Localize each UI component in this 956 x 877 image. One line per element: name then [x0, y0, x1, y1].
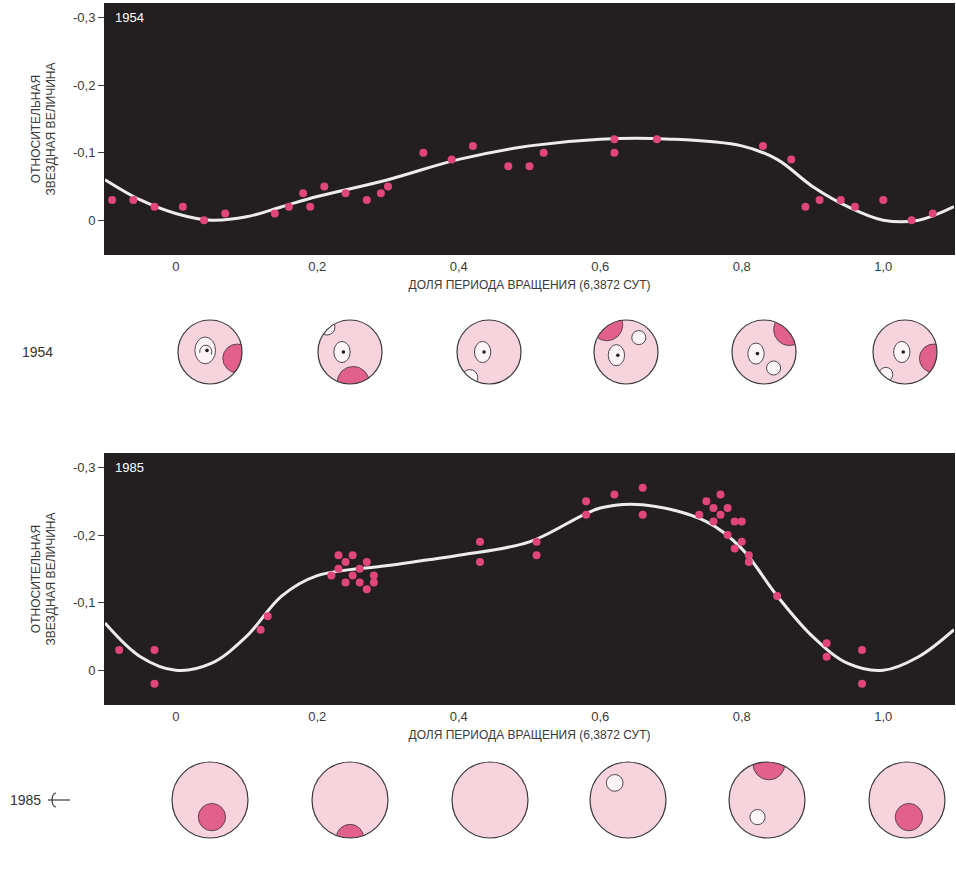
svg-text:1985: 1985 [10, 792, 41, 808]
svg-text:ОТНОСИТЕЛЬНАЯЗВЕЗДНАЯ ВЕЛИЧИНА: ОТНОСИТЕЛЬНАЯЗВЕЗДНАЯ ВЕЛИЧИНА [29, 63, 59, 196]
svg-text:0,2: 0,2 [308, 259, 326, 274]
svg-text:-0,3: -0,3 [73, 10, 95, 25]
svg-text:-0,2: -0,2 [73, 528, 95, 543]
svg-text:0: 0 [88, 663, 95, 678]
svg-text:-0,3: -0,3 [73, 460, 95, 475]
svg-text:ОТНОСИТЕЛЬНАЯЗВЕЗДНАЯ ВЕЛИЧИНА: ОТНОСИТЕЛЬНАЯЗВЕЗДНАЯ ВЕЛИЧИНА [29, 513, 59, 646]
svg-text:0: 0 [172, 259, 179, 274]
svg-text:ДОЛЯ ПЕРИОДА ВРАЩЕНИЯ (6,3872: ДОЛЯ ПЕРИОДА ВРАЩЕНИЯ (6,3872 СУТ) [409, 278, 651, 292]
svg-text:1954: 1954 [22, 344, 53, 360]
svg-text:1,0: 1,0 [874, 259, 892, 274]
svg-text:0: 0 [172, 709, 179, 724]
svg-text:0,4: 0,4 [450, 709, 468, 724]
svg-text:-0,1: -0,1 [73, 145, 95, 160]
svg-text:0: 0 [88, 213, 95, 228]
svg-text:-0,1: -0,1 [73, 595, 95, 610]
svg-text:1954: 1954 [115, 10, 144, 25]
svg-text:1,0: 1,0 [874, 709, 892, 724]
svg-text:1985: 1985 [115, 460, 144, 475]
svg-text:ДОЛЯ ПЕРИОДА ВРАЩЕНИЯ (6,3872: ДОЛЯ ПЕРИОДА ВРАЩЕНИЯ (6,3872 СУТ) [409, 728, 651, 742]
svg-text:0,6: 0,6 [591, 709, 609, 724]
svg-text:0,8: 0,8 [733, 259, 751, 274]
svg-text:-0,2: -0,2 [73, 78, 95, 93]
svg-text:0,6: 0,6 [591, 259, 609, 274]
svg-text:0,8: 0,8 [733, 709, 751, 724]
svg-text:0,2: 0,2 [308, 709, 326, 724]
svg-text:0,4: 0,4 [450, 259, 468, 274]
